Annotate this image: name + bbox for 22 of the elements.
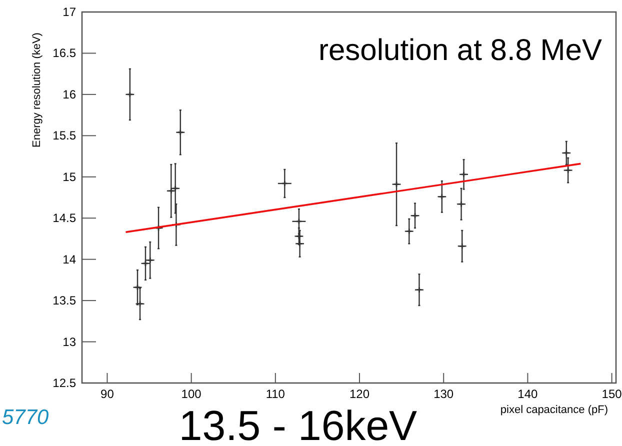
y-tick-label: 14.5 (52, 211, 76, 226)
y-tick-label: 16.5 (52, 46, 76, 60)
x-tick-label: 150 (602, 387, 622, 401)
x-tick-label: 130 (434, 387, 454, 401)
y-tick-label: 15.5 (52, 128, 76, 143)
y-tick-label: 17 (62, 5, 76, 19)
y-tick-label: 15 (62, 170, 76, 184)
x-tick-label: 120 (349, 387, 370, 401)
y-tick-label: 16 (62, 87, 76, 102)
y-axis-title: Energy resolution (keV) (31, 32, 43, 148)
y-tick-label: 13.5 (52, 294, 76, 308)
y-tick-label: 14 (62, 252, 76, 266)
x-tick-label: 90 (100, 387, 114, 401)
text: resolution at 8.8 MeV (318, 34, 602, 67)
x-tick-label: 100 (181, 387, 202, 401)
y-tick-label: 13 (62, 334, 76, 349)
text: 5770 (2, 406, 50, 429)
y-tick-label: 12.5 (52, 376, 76, 390)
x-axis-title: pixel capacitance (pF) (500, 404, 608, 416)
x-tick-label: 110 (266, 387, 286, 401)
x-tick-label: 140 (518, 387, 538, 401)
text: 13.5 - 16keV (178, 402, 418, 446)
